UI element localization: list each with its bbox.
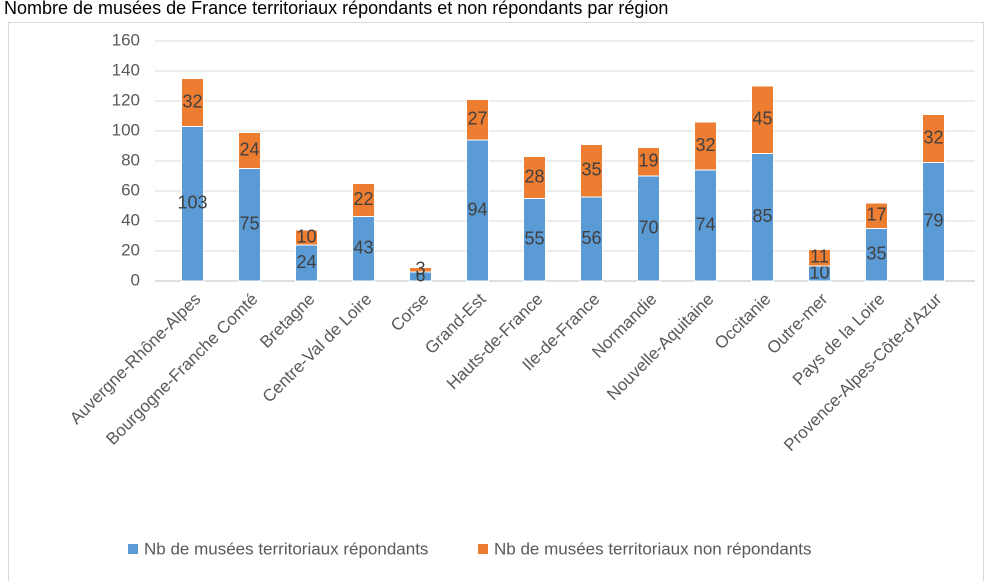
x-tick-label: Corse [387,290,433,336]
legend-swatch [128,544,138,554]
y-tick-label: 60 [121,180,140,199]
data-label: 79 [923,211,943,231]
bar-segment [238,132,261,169]
data-label: 45 [752,109,772,129]
data-label: 27 [467,109,487,129]
bar-segment [922,114,945,163]
y-tick-label: 140 [112,60,140,79]
data-label: 35 [581,160,601,180]
y-tick-label: 120 [112,90,140,109]
data-label: 11 [810,247,829,267]
data-label: 85 [752,206,772,226]
data-label: 6 [415,265,425,285]
data-label: 22 [353,189,373,209]
data-label: 103 [177,193,207,213]
y-tick-label: 160 [112,30,140,49]
data-label: 28 [524,166,544,186]
bar-segment [865,202,888,229]
bar-segment [808,249,831,267]
y-tick-label: 80 [121,150,140,169]
y-tick-label: 20 [121,240,140,259]
data-label: 3 [415,259,425,279]
data-label: 32 [923,127,943,147]
data-label: 17 [866,205,886,225]
data-label: 24 [296,252,316,272]
data-label: 19 [638,151,658,171]
bar-segment [295,229,318,246]
y-tick-label: 40 [121,210,140,229]
bar-segment [181,78,204,127]
data-label: 35 [866,244,886,264]
x-tick-label: Hauts-de-France [443,290,547,394]
bar-segment [751,85,774,154]
data-label: 43 [353,238,373,258]
y-tick-label: 100 [112,120,140,139]
data-label: 10 [296,226,316,246]
bar-segment [580,144,603,198]
chart-border [8,22,984,581]
legend-label: Nb de musées territoriaux non répondants [494,539,812,558]
chart-title: Nombre de musées de France territoriaux … [4,0,668,18]
bar-segment [352,183,375,217]
y-tick-label: 0 [131,270,140,289]
data-label: 32 [182,91,202,111]
data-label: 75 [239,214,259,234]
bar-segment [409,267,432,273]
data-label: 24 [239,139,259,159]
bar-segment [466,99,489,141]
data-label: 10 [809,262,829,282]
data-label: 56 [581,228,601,248]
data-label: 55 [524,229,544,249]
data-label: 32 [695,135,715,155]
data-label: 70 [638,217,658,237]
bar-segment [523,156,546,199]
data-label: 74 [695,214,715,234]
legend-label: Nb de musées territoriaux répondants [144,539,428,558]
data-label: 94 [467,199,487,219]
legend-swatch [478,544,488,554]
x-tick-label: Nouvelle-Aquitaine [603,290,717,404]
bar-segment [637,147,660,177]
bar-segment [694,121,717,171]
x-tick-label: Centre-Val de Loire [259,290,376,407]
